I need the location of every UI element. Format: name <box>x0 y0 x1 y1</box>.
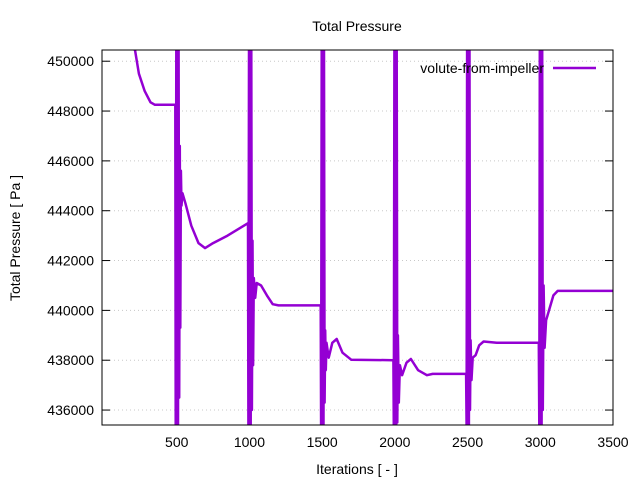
x-axis-label: Iterations [ - ] <box>316 461 398 477</box>
legend-label: volute-from-impeller <box>420 60 544 76</box>
x-tick-label: 3500 <box>597 434 628 450</box>
legend: volute-from-impeller <box>420 60 596 76</box>
chart-title: Total Pressure <box>312 18 402 34</box>
y-tick-label: 436000 <box>47 402 94 418</box>
y-tick-label: 450000 <box>47 53 94 69</box>
y-axis-label: Total Pressure [ Pa ] <box>7 175 23 301</box>
y-tick-label: 440000 <box>47 302 94 318</box>
x-tick-label: 1500 <box>307 434 338 450</box>
x-tick-label: 2000 <box>379 434 410 450</box>
y-tick-label: 444000 <box>47 203 94 219</box>
x-tick-label: 3000 <box>525 434 556 450</box>
y-tick-label: 442000 <box>47 253 94 269</box>
x-tick-label: 1000 <box>234 434 265 450</box>
ticks: 436000 438000 440000 442000 444000 446000 4480… <box>47 50 629 450</box>
y-tick-label: 438000 <box>47 352 94 368</box>
x-tick-label: 2500 <box>452 434 483 450</box>
x-tick-label: 500 <box>165 434 189 450</box>
plot-border <box>101 49 614 426</box>
y-tick-label: 446000 <box>47 153 94 169</box>
series-line-volute-from-impeller <box>132 50 613 425</box>
y-tick-label: 448000 <box>47 103 94 119</box>
